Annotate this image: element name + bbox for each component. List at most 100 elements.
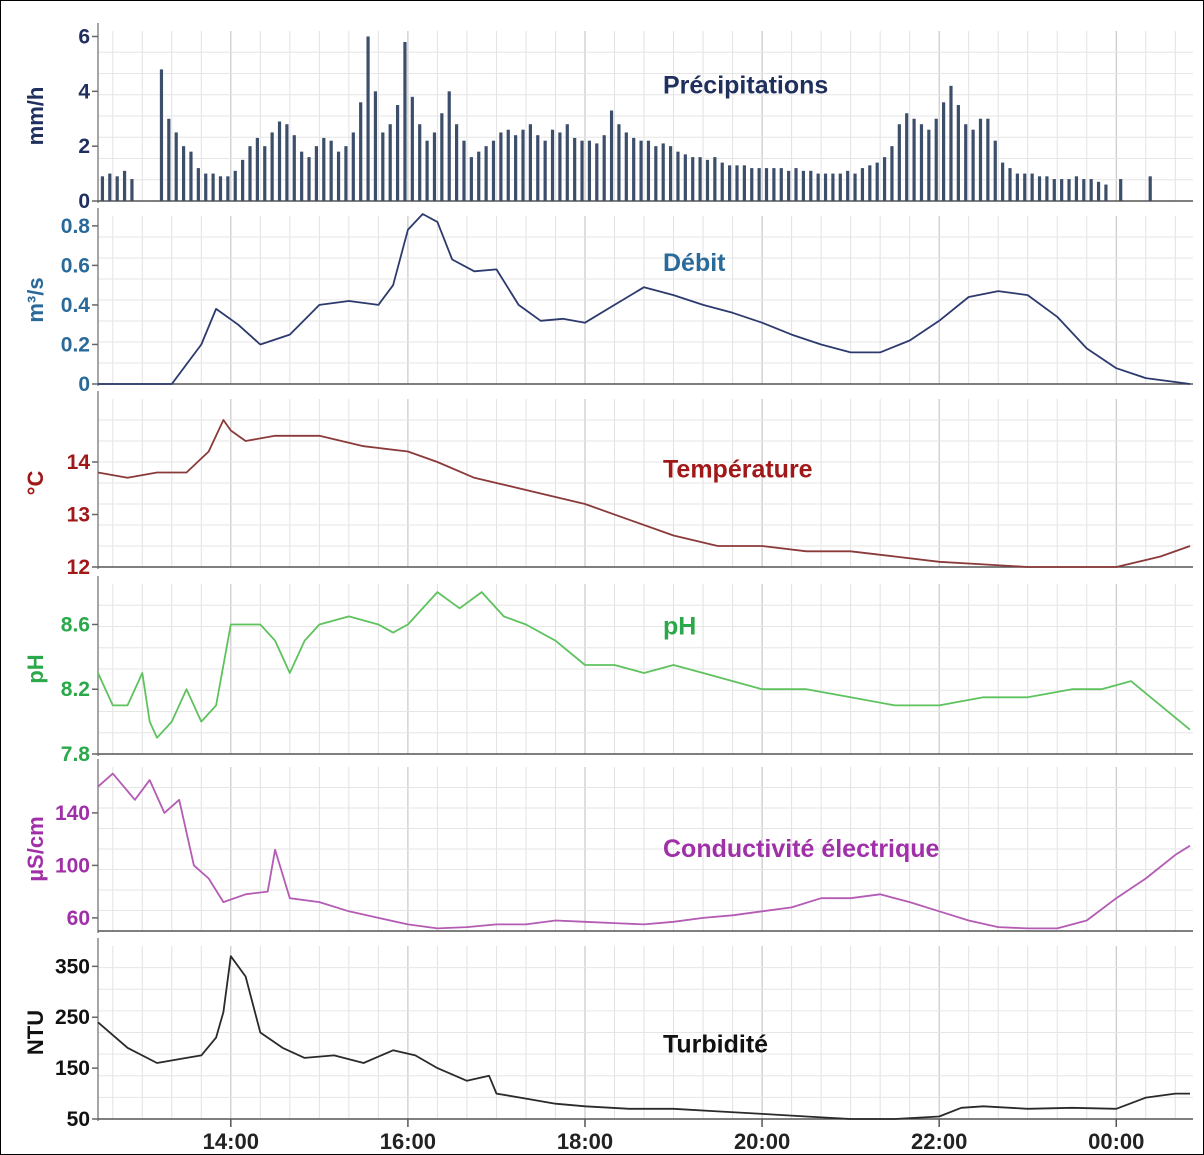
panel-title: pH: [663, 613, 696, 641]
y-tick-label: 0: [78, 190, 90, 213]
bar: [713, 157, 717, 201]
bar: [860, 168, 865, 201]
bar: [550, 129, 555, 201]
bar: [602, 135, 606, 201]
bar: [381, 132, 385, 201]
bar: [521, 129, 525, 201]
y-tick-label: 60: [67, 907, 90, 930]
series-line: [97, 591, 1191, 739]
panel-3: 12 13 14 °C Température: [23, 391, 1193, 579]
x-tick-label: 22:00: [911, 1129, 967, 1154]
x-tick-label: 16:00: [380, 1129, 436, 1154]
bar: [211, 173, 215, 201]
bar: [1104, 184, 1108, 201]
bar: [477, 151, 481, 201]
bar: [683, 154, 687, 201]
bar: [897, 124, 901, 201]
bar: [838, 173, 842, 201]
bar: [292, 135, 296, 201]
y-axis-unit-label: m³/s: [23, 277, 48, 322]
y-tick-label: 12: [67, 556, 90, 579]
bar: [122, 170, 127, 201]
series-line: [97, 772, 1191, 930]
series-line: [97, 419, 1191, 568]
y-tick-label: 7.8: [61, 743, 91, 766]
bar: [174, 132, 178, 201]
bar: [905, 113, 909, 201]
bar: [351, 132, 355, 201]
bar: [1148, 176, 1152, 201]
y-tick-label: 50: [67, 1108, 90, 1131]
bar: [750, 168, 754, 201]
bar: [1060, 179, 1064, 201]
bar: [432, 132, 437, 201]
panel-6: 50 150 250 350 NTU Turbidité: [23, 938, 1193, 1131]
x-tick-label: 00:00: [1088, 1129, 1144, 1154]
panel-gridlines: [98, 946, 1193, 1119]
panel-4: 7.8 8.2 8.6 pH pH: [23, 576, 1193, 766]
bar: [595, 143, 599, 201]
bar: [772, 168, 776, 201]
bar: [698, 157, 702, 201]
bar: [632, 137, 636, 201]
bar: [1119, 179, 1123, 201]
y-axis-unit-label: pH: [23, 654, 48, 683]
y-tick-label: 13: [67, 504, 90, 527]
bar: [1052, 179, 1056, 201]
y-tick-label: 0: [78, 373, 90, 396]
bar: [403, 41, 407, 201]
bar: [322, 137, 326, 201]
x-tick-label: 20:00: [734, 1129, 790, 1154]
bar: [646, 140, 651, 201]
bar: [787, 170, 791, 201]
bar: [971, 129, 975, 201]
bar: [573, 137, 577, 201]
panel-gridlines: [98, 584, 1193, 754]
bar: [1001, 162, 1005, 201]
x-tick-label: 18:00: [557, 1129, 613, 1154]
y-tick-label: 150: [55, 1057, 90, 1080]
bar: [1074, 176, 1079, 201]
bar: [668, 146, 673, 201]
bar: [469, 157, 473, 201]
bar: [285, 124, 289, 201]
y-tick-label: 0.8: [61, 215, 91, 238]
bar: [801, 170, 806, 201]
bar: [617, 124, 621, 201]
bar: [196, 168, 200, 201]
bar: [978, 118, 983, 201]
y-tick-label: 2: [78, 135, 90, 158]
bar: [329, 140, 333, 201]
bar: [779, 168, 783, 201]
bar: [506, 129, 510, 201]
bar: [484, 146, 488, 201]
y-tick-label: 14: [67, 451, 91, 474]
panel-gridlines: [98, 31, 1193, 201]
bar: [499, 132, 503, 201]
bar: [204, 173, 208, 201]
y-axis-unit-label: °C: [23, 471, 48, 496]
bar: [794, 168, 798, 201]
bar: [233, 170, 237, 201]
bar: [130, 179, 134, 201]
bar: [941, 102, 946, 201]
bar: [455, 124, 459, 201]
bar: [108, 173, 112, 201]
bar: [949, 85, 953, 201]
panel-gridlines: [98, 216, 1193, 384]
bar: [890, 146, 894, 201]
y-axis-unit-label: NTU: [23, 1010, 48, 1055]
bar: [964, 124, 968, 201]
bar: [1015, 173, 1019, 201]
bar-series: [100, 36, 1152, 201]
bar: [100, 176, 105, 201]
bar: [536, 135, 540, 201]
bar: [1023, 173, 1027, 201]
bar: [462, 140, 466, 201]
bar: [159, 69, 164, 201]
bar: [336, 151, 341, 201]
bar: [654, 146, 658, 201]
y-tick-label: 0.6: [61, 254, 90, 277]
bar: [853, 173, 857, 201]
bar: [764, 168, 769, 201]
